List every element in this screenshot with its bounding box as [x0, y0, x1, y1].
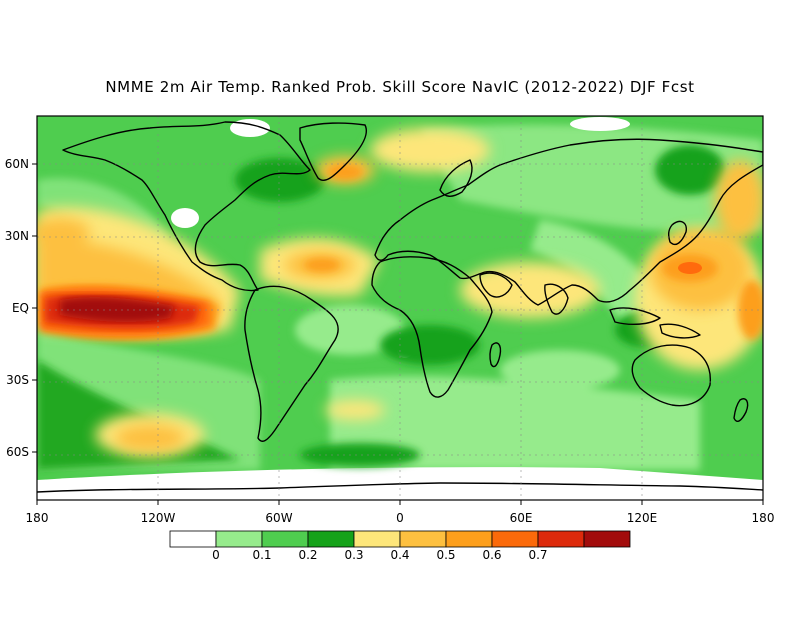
colorbar-label: 0: [212, 548, 220, 562]
colorbar-swatch: [445, 530, 493, 548]
x-tick-label: 180: [26, 511, 49, 525]
y-tick-label: 30N: [5, 229, 29, 243]
colorbar-swatch: [537, 530, 585, 548]
x-tick-label: 60E: [510, 511, 533, 525]
colorbar-label: 0.1: [252, 548, 272, 562]
map-title: NMME 2m Air Temp. Ranked Prob. Skill Sco…: [105, 78, 695, 96]
colorbar-swatch: [307, 530, 355, 548]
map-axes: 180 120W 60W 0 60E 120E 180 60N 30N EQ 30S 60S: [5, 157, 775, 525]
y-tick-label: 30S: [6, 373, 29, 387]
x-tick-label: 120W: [141, 511, 176, 525]
colorbar-label: 0.7: [528, 548, 548, 562]
y-tick-label: 60N: [5, 157, 29, 171]
colorbar-label: 0.4: [390, 548, 410, 562]
colorbar-label: 0.2: [298, 548, 318, 562]
colorbar-swatch: [169, 530, 217, 548]
colorbar-swatch: [261, 530, 309, 548]
x-tick-label: 180: [752, 511, 775, 525]
colorbar-label: 0.3: [344, 548, 364, 562]
x-tick-label: 120E: [627, 511, 658, 525]
colorbar: [169, 530, 631, 548]
colorbar-swatch: [353, 530, 401, 548]
colorbar-swatch: [399, 530, 447, 548]
skill-contour-region: [678, 262, 702, 274]
grid-lines: [37, 116, 763, 500]
el-nino-core-region: [40, 262, 702, 337]
colorbar-swatch: [491, 530, 539, 548]
colorbar-swatch: [215, 530, 263, 548]
x-tick-label: 0: [396, 511, 404, 525]
y-tick-label: 60S: [6, 445, 29, 459]
skill-contour-region: [60, 297, 175, 322]
colorbar-label: 0.5: [436, 548, 456, 562]
x-tick-label: 60W: [265, 511, 292, 525]
colorbar-label: 0.6: [482, 548, 502, 562]
colorbar-swatch: [583, 530, 631, 548]
y-tick-label: EQ: [12, 301, 29, 315]
